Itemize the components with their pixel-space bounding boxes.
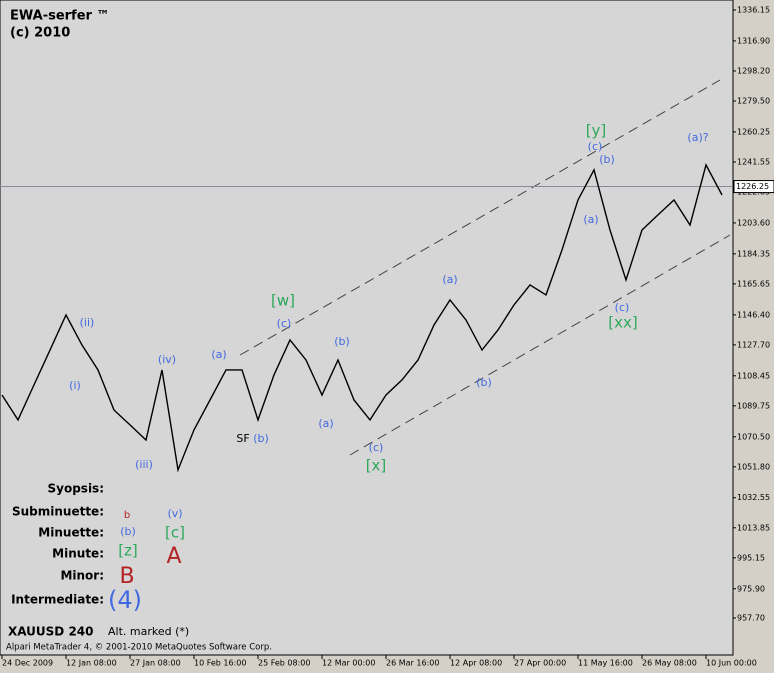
wave-label: (c): [369, 441, 384, 454]
legend-sample: b: [124, 510, 130, 521]
wave-label: (c): [277, 317, 292, 330]
price-line: [1, 163, 723, 473]
legend-sample: (4): [108, 586, 142, 614]
wave-label: (v): [167, 507, 182, 520]
y-tick-label: 1051.80: [737, 462, 770, 471]
plot-area: [0, 0, 734, 656]
wave-label: (b): [476, 376, 492, 389]
x-tick-label: 27 Apr 00:00: [514, 659, 566, 668]
wave-label: (a): [442, 273, 457, 286]
x-tick-label: 10 Jun 00:00: [706, 659, 757, 668]
legend-sample: [z]: [118, 542, 138, 560]
x-tick-label: 12 Mar 00:00: [322, 659, 375, 668]
x-tick-label: 25 Feb 08:00: [258, 659, 310, 668]
legend-label: Minor:: [60, 569, 104, 583]
x-tick-label: 24 Dec 2009: [2, 659, 53, 668]
wave-label: (b): [599, 153, 615, 166]
wave-label: SF: [236, 432, 249, 445]
y-tick-label: 1165.65: [737, 279, 770, 288]
x-tick-label: 10 Feb 16:00: [194, 659, 246, 668]
x-tick-label: 12 Apr 08:00: [450, 659, 502, 668]
y-tick-label: 1336.15: [737, 5, 770, 14]
y-tick-label: 975.90: [737, 584, 765, 593]
y-tick-label: 1241.55: [737, 157, 770, 166]
y-tick-label: 1184.35: [737, 249, 770, 258]
x-tick-label: 27 Jan 08:00: [130, 659, 181, 668]
wave-label: (ii): [80, 316, 95, 329]
wave-label: A: [166, 544, 181, 569]
copyright: (c) 2010: [10, 26, 70, 41]
y-tick-label: 957.70: [737, 614, 765, 623]
y-tick-label: 1203.60: [737, 218, 770, 227]
wave-label: (iv): [158, 353, 176, 366]
symbol: XAUUSD 240: [8, 625, 94, 639]
y-tick-label: 1298.20: [737, 66, 770, 75]
wave-label: (a): [211, 348, 226, 361]
wave-label: [y]: [586, 122, 607, 140]
wave-label: (c): [615, 301, 630, 314]
y-tick-label: 1089.75: [737, 401, 770, 410]
y-tick-label: 1279.50: [737, 97, 770, 106]
wave-label: (a)?: [687, 131, 708, 144]
note: Alt. marked (*): [108, 625, 189, 638]
y-tick-label: 1108.45: [737, 371, 770, 380]
wave-label: [w]: [271, 292, 295, 310]
footer: Alpari MetaTrader 4, © 2001-2010 MetaQuo…: [6, 643, 272, 653]
current-price-box: [733, 180, 774, 194]
y-tick-label: 995.15: [737, 553, 765, 562]
wave-label: (a): [583, 213, 598, 226]
wave-label: (b): [334, 335, 350, 348]
wave-label: (b): [253, 432, 269, 445]
wave-label: (c): [588, 140, 603, 153]
channel-upper: [239, 79, 721, 356]
y-tick-label: 1070.50: [737, 432, 770, 441]
wave-label: [xx]: [608, 314, 637, 332]
legend-sample: (b): [120, 525, 136, 538]
y-tick-label: 1127.70: [737, 340, 770, 349]
x-tick-label: 11 May 16:00: [578, 659, 633, 668]
x-tick-label: 26 Mar 16:00: [386, 659, 439, 668]
legend-label: Subminuette:: [12, 505, 104, 519]
legend-label: Minuette:: [38, 526, 104, 540]
wave-label: (i): [69, 379, 81, 392]
y-tick-label: 1146.40: [737, 310, 770, 319]
wave-label: [c]: [165, 524, 185, 542]
y-tick-label: 1260.25: [737, 127, 770, 136]
x-tick-label: 12 Jan 08:00: [66, 659, 117, 668]
legend-sample: B: [119, 564, 134, 589]
current-price-label: 1226.25: [736, 182, 769, 191]
x-tick-label: 26 May 08:00: [642, 659, 697, 668]
y-tick-label: 1316.90: [737, 36, 770, 45]
wave-label: (iii): [135, 458, 153, 471]
y-tick-label: 1013.85: [737, 523, 770, 532]
legend-label: Syopsis:: [48, 482, 105, 496]
legend-label: Minute:: [52, 547, 104, 561]
y-tick-label: 1032.55: [737, 493, 770, 502]
title: EWA-serfer ™: [10, 9, 109, 24]
legend-label: Intermediate:: [11, 593, 104, 607]
wave-label: (a): [318, 417, 333, 430]
wave-label: [x]: [366, 457, 387, 475]
channel-lower: [349, 234, 731, 456]
